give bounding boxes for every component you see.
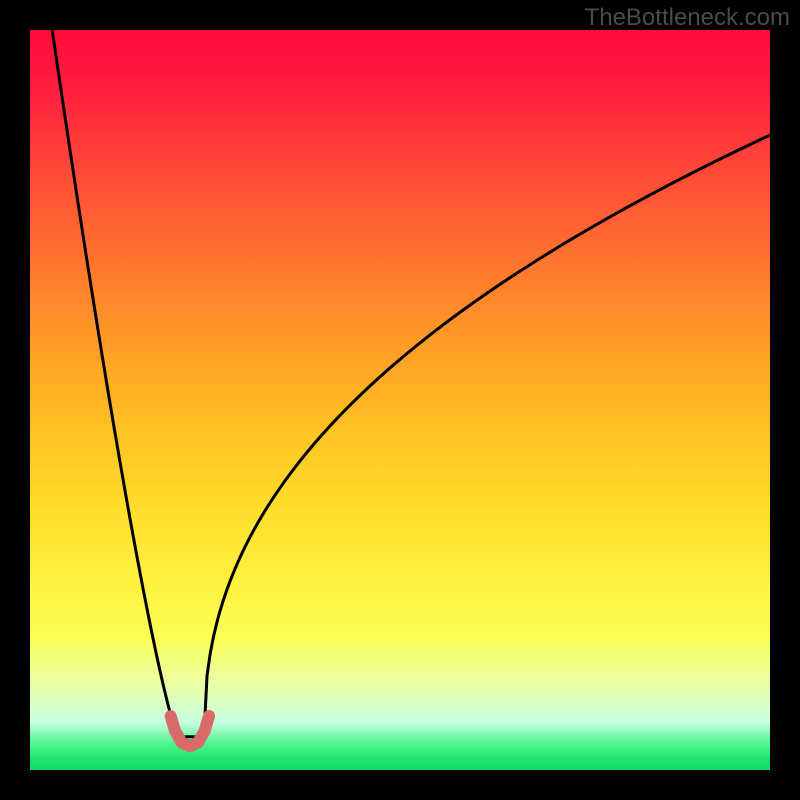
plot-area (30, 30, 770, 770)
chart-frame: TheBottleneck.com (0, 0, 800, 800)
bottleneck-curve-chart (30, 30, 770, 770)
watermark-text: TheBottleneck.com (585, 4, 790, 32)
gradient-background (30, 30, 770, 770)
